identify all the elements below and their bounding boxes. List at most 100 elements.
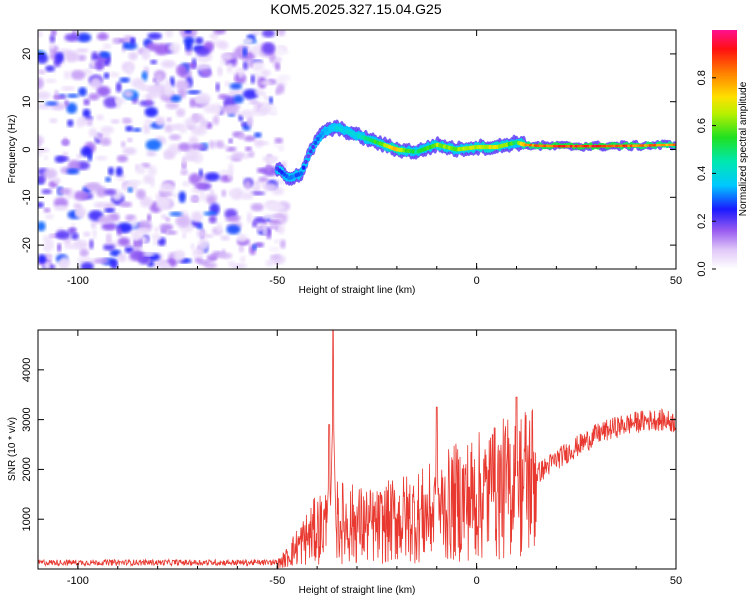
noise-blob <box>109 249 122 257</box>
noise-blob <box>93 258 110 264</box>
noise-blob <box>38 30 43 38</box>
noise-blob <box>98 215 113 224</box>
noise-blob <box>146 150 157 157</box>
noise-blob <box>77 54 87 62</box>
noise-blob <box>54 52 65 63</box>
noise-blob <box>49 118 58 124</box>
noise-blob <box>99 51 111 59</box>
noise-blob <box>182 232 187 239</box>
colorbar-gradient <box>712 30 737 269</box>
noise-blob <box>254 140 270 146</box>
noise-blob <box>266 227 272 240</box>
noise-blob <box>189 98 195 108</box>
noise-blob <box>168 42 181 53</box>
noise-blob <box>115 81 122 93</box>
x-tick-label: 50 <box>670 275 682 287</box>
noise-blob <box>128 51 138 61</box>
noise-blob <box>145 139 162 151</box>
noise-blob <box>159 223 174 232</box>
noise-blob <box>190 125 207 136</box>
noise-blob <box>243 135 256 142</box>
noise-blob <box>268 246 281 253</box>
noise-blob <box>132 217 138 228</box>
y-tick-label: 20 <box>21 48 33 60</box>
noise-blob <box>57 187 71 195</box>
ridge-core <box>320 131 325 136</box>
noise-blob <box>38 69 46 75</box>
noise-blob <box>242 60 249 71</box>
y-tick-label: 2000 <box>21 457 33 481</box>
snr-axes: -100 -50 0 50 1000 2000 3000 4000 <box>21 330 682 587</box>
noise-blob <box>266 156 277 164</box>
noise-blob <box>147 32 162 40</box>
noise-blob <box>269 224 277 230</box>
noise-blob <box>131 230 142 241</box>
ridge-core <box>521 142 526 147</box>
noise-blob <box>67 119 74 127</box>
noise-blob <box>240 191 254 199</box>
noise-blob <box>263 183 278 192</box>
noise-blob <box>64 50 79 63</box>
noise-blob <box>82 108 91 119</box>
noise-blob <box>182 180 190 187</box>
noise-blob <box>243 37 254 45</box>
noise-blob <box>122 117 133 125</box>
noise-blob <box>38 201 45 208</box>
noise-blob <box>264 96 271 101</box>
noise-blob <box>159 181 175 194</box>
noise-blob <box>261 42 276 55</box>
ridge-core <box>306 153 311 159</box>
noise-blob <box>177 87 187 99</box>
noise-blob <box>144 118 153 124</box>
noise-blob <box>223 104 239 115</box>
noise-blob <box>100 125 115 134</box>
noise-blob <box>215 140 225 149</box>
noise-blob <box>251 220 258 228</box>
noise-blob <box>166 117 172 123</box>
x-tick-label: 0 <box>474 275 480 287</box>
noise-blob <box>117 252 127 263</box>
noise-blob <box>79 248 89 257</box>
colorbar-ticks: 0.0 0.2 0.4 0.6 0.8 <box>696 70 716 277</box>
noise-blob <box>43 155 49 161</box>
noise-blob <box>275 87 281 96</box>
noise-blob <box>270 105 277 115</box>
noise-blob <box>253 216 267 224</box>
noise-blob <box>154 43 170 56</box>
noise-blob <box>272 213 287 220</box>
y-tick-label: -10 <box>21 189 33 205</box>
x-tick-label: 0 <box>474 575 480 587</box>
noise-blob <box>198 168 204 178</box>
noise-blob <box>64 33 80 42</box>
noise-blob <box>231 151 245 159</box>
noise-blob <box>258 106 269 115</box>
noise-blob <box>139 196 153 208</box>
noise-blob <box>165 101 180 110</box>
noise-blob <box>164 124 174 133</box>
y-tick-label: 4000 <box>21 358 33 382</box>
noise-blob <box>67 227 77 235</box>
noise-blob <box>96 114 104 121</box>
noise-blob <box>260 69 271 77</box>
noise-blob <box>151 233 162 241</box>
noise-blob <box>228 138 233 144</box>
colorbar-tick-label: 0.0 <box>696 261 708 276</box>
ridge-core <box>316 136 320 142</box>
noise-blob <box>164 30 174 38</box>
noise-blob <box>116 155 128 163</box>
noise-blob <box>152 78 157 83</box>
noise-blob <box>80 146 93 157</box>
noise-blob <box>96 85 111 97</box>
noise-blob <box>76 32 92 43</box>
noise-blob <box>246 211 253 224</box>
noise-blob <box>131 77 146 89</box>
noise-blob <box>267 219 282 225</box>
noise-blob <box>59 256 71 269</box>
noise-blob <box>53 177 61 184</box>
noise-blob <box>124 245 134 254</box>
noise-blob <box>43 207 51 213</box>
noise-blob <box>42 235 53 243</box>
noise-blob <box>90 222 97 229</box>
noise-blob <box>210 189 215 195</box>
